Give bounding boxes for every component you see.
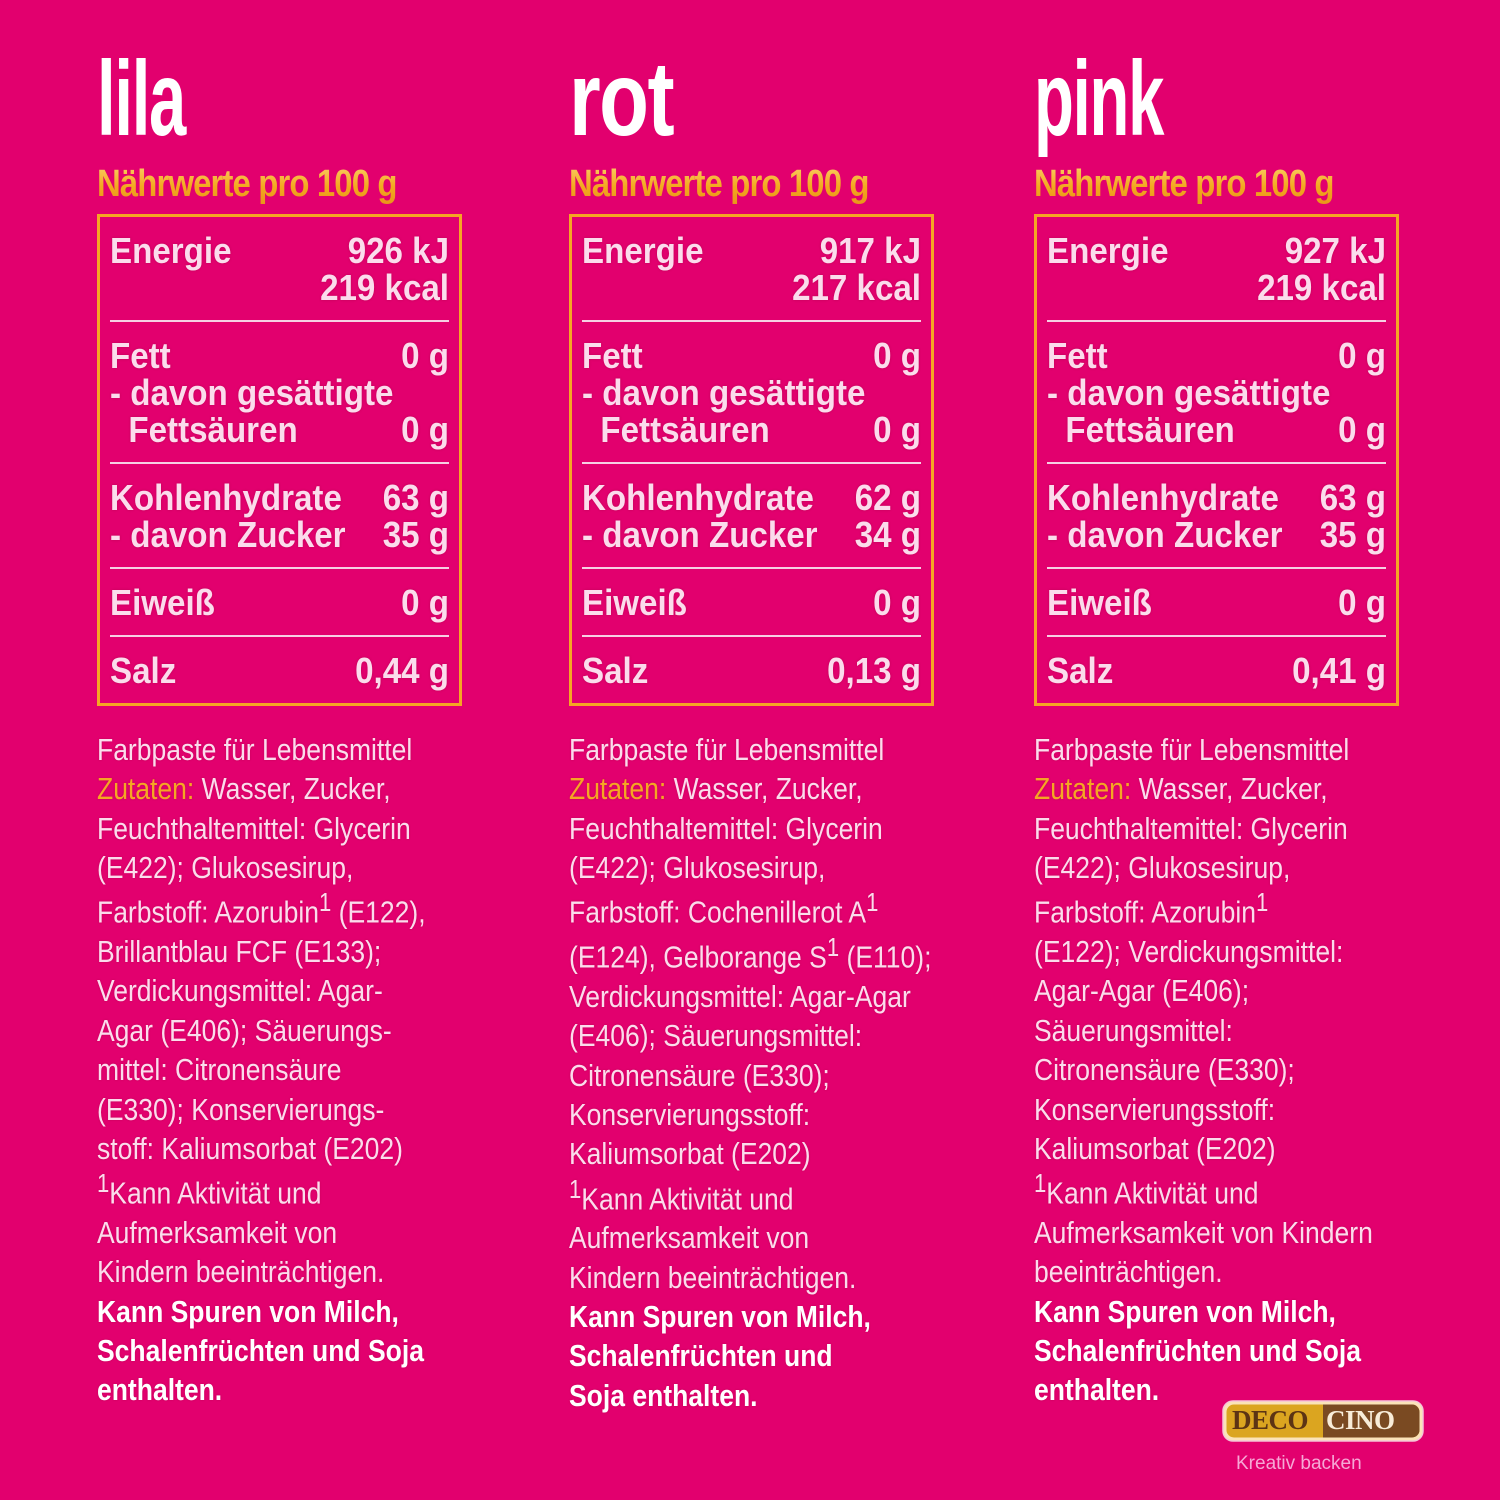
svg-text:R: R	[1427, 1405, 1432, 1412]
svg-text:CINO: CINO	[1326, 1405, 1395, 1435]
svg-text:DECO: DECO	[1232, 1405, 1308, 1435]
